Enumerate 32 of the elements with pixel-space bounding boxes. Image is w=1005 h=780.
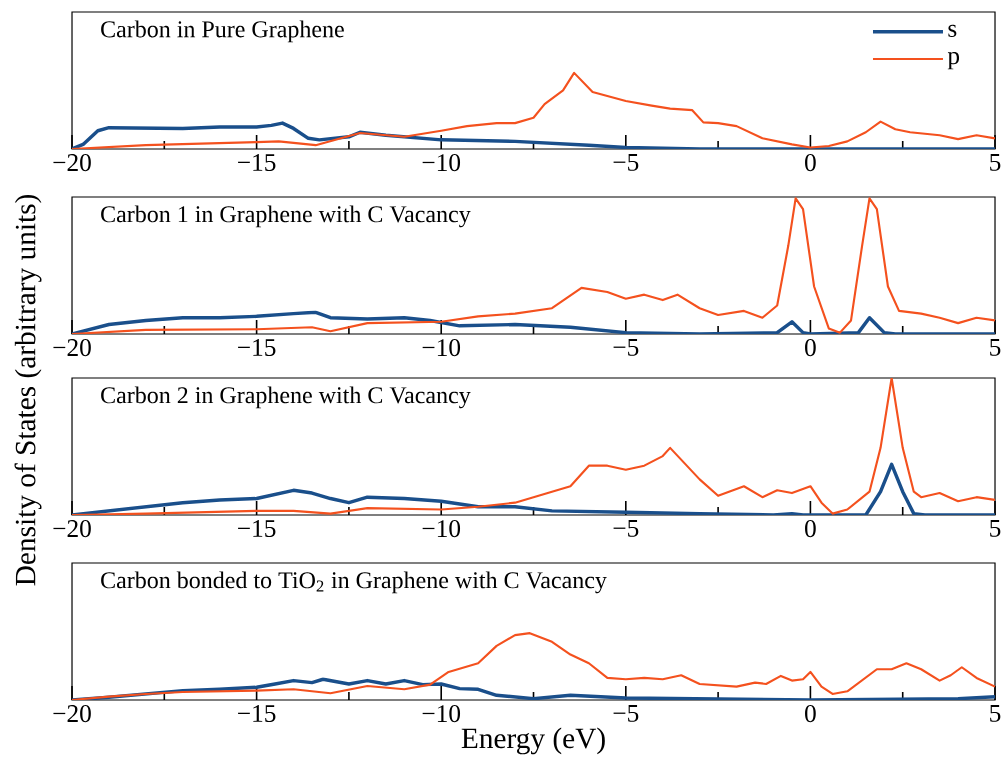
chart-title: Carbon 1 in Graphene with C Vacancy [101, 205, 471, 228]
x-tick-label: −15 [238, 705, 276, 722]
x-tick-label: −15 [238, 339, 276, 356]
x-tick-label: 5 [990, 154, 1001, 171]
x-tick-label: 5 [990, 520, 1001, 537]
x-tick-label: 0 [805, 705, 816, 723]
legend-label: p [947, 52, 960, 70]
x-tick-label: −15 [238, 154, 276, 171]
chart-title: Carbon bonded to TiO$_{2}$ in Graphene with C Vacancy [101, 571, 607, 594]
x-tick-label: −20 [53, 154, 91, 172]
x-tick-label: −5 [613, 154, 639, 171]
chart-title: Carbon in Pure Graphene [101, 20, 344, 43]
x-tick-label: −15 [238, 520, 276, 537]
x-tick-label: −20 [53, 339, 91, 357]
chart-title: Carbon 2 in Graphene with C Vacancy [101, 386, 471, 409]
x-tick-label: −20 [53, 705, 91, 723]
x-tick-label: 5 [990, 705, 1001, 722]
legend-label: s [948, 24, 957, 37]
x-tick-label: −10 [422, 339, 461, 357]
x-axis-title: Energy (eV) [461, 727, 605, 755]
x-tick-label: −5 [613, 520, 639, 537]
x-tick-label: −10 [422, 154, 461, 172]
x-tick-label: −5 [613, 339, 639, 356]
x-tick-label: −5 [613, 705, 639, 722]
x-tick-label: 0 [805, 154, 816, 172]
x-tick-label: −10 [422, 520, 461, 538]
x-tick-label: 0 [805, 520, 816, 538]
x-tick-label: −10 [422, 705, 461, 723]
x-tick-label: −20 [53, 520, 91, 538]
y-axis-title: Density of States (arbitrary units) [14, 194, 42, 586]
x-tick-label: 5 [990, 339, 1001, 356]
x-tick-label: 0 [805, 339, 816, 357]
